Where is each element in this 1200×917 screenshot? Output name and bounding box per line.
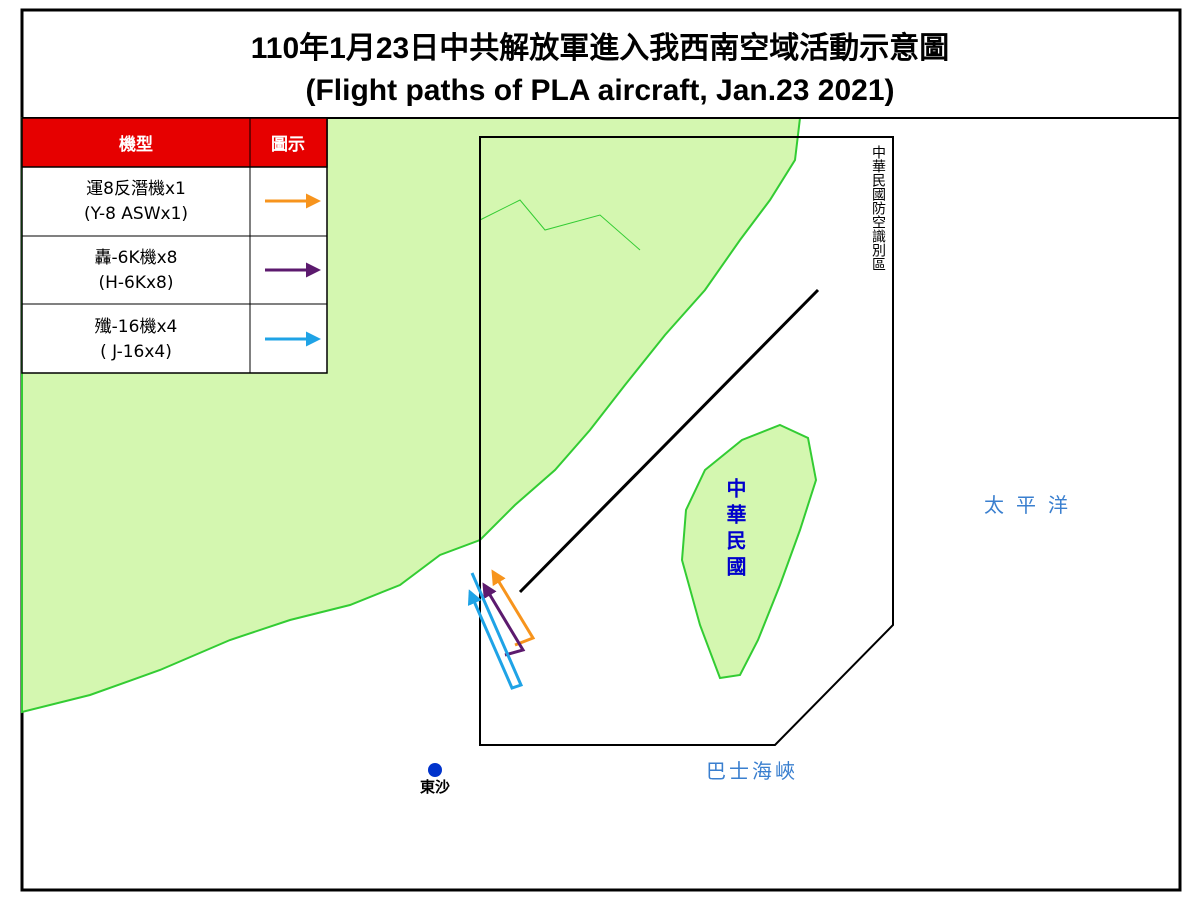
subtitle: (Flight paths of PLA aircraft, Jan.23 20… <box>305 74 894 107</box>
legend-label-en: ( J-16x4) <box>100 342 172 362</box>
dongsha-marker <box>428 763 442 777</box>
taiwan-label: 中華民國 <box>723 477 747 582</box>
dongsha-label: 東沙 <box>420 778 450 796</box>
legend-column: 圖示 <box>271 135 305 155</box>
legend-header <box>21 117 328 168</box>
legend-label: 轟-6K機x8 <box>95 248 178 268</box>
flight-path <box>467 572 524 690</box>
adiz-boundary <box>479 136 894 746</box>
taiwan <box>680 423 818 680</box>
legend-label-en: (Y-8 ASWx1) <box>84 204 188 224</box>
pacific-label: 太平洋 <box>984 493 1080 517</box>
bashi-label: 巴士海峽 <box>706 759 798 783</box>
province-border <box>479 199 641 251</box>
title: 110年1月23日中共解放軍進入我西南空域活動示意圖 <box>251 31 949 65</box>
median-line <box>518 288 820 594</box>
flight-path <box>482 582 526 657</box>
adiz-label: 中華民國防空識別區 <box>870 145 886 271</box>
legend-label: 殲-16機x4 <box>95 317 178 337</box>
legend-label: 運8反潛機x1 <box>86 179 186 199</box>
flight-path <box>491 569 536 647</box>
legend-column: 機型 <box>119 134 153 155</box>
legend-label-en: (H-6Kx8) <box>98 273 173 293</box>
